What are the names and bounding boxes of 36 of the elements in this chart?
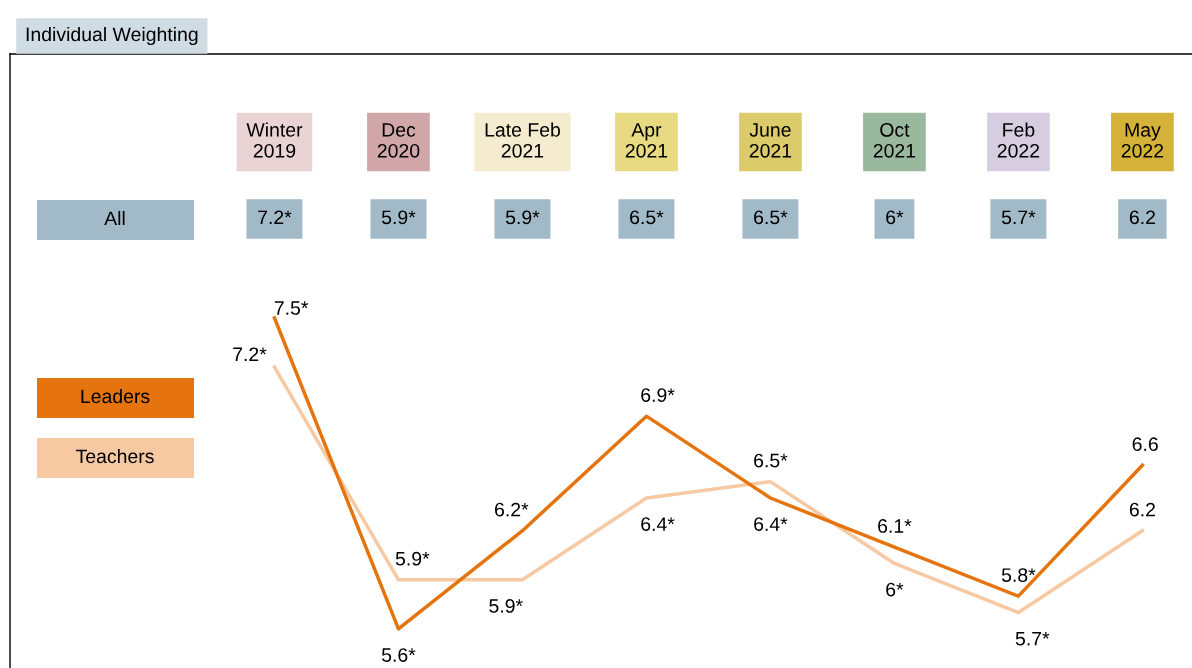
x-tick-label: May 2022 <box>1121 123 1164 158</box>
data-label: 5.9* <box>489 599 523 613</box>
data-label: 5.6* <box>381 648 416 662</box>
x-tick-label: June 2021 <box>749 123 792 158</box>
data-label: 6.2* <box>495 502 529 517</box>
data-label: 6* <box>886 582 904 597</box>
data-label: 6.5* <box>754 453 788 468</box>
data-label: 5.7* <box>1015 631 1050 646</box>
data-label: 6.9* <box>641 388 675 402</box>
text: All <box>104 210 125 226</box>
data-label: 6.2 <box>1129 502 1155 517</box>
text: 5.9* <box>381 210 416 225</box>
x-tick-label: Winter 2019 <box>246 122 303 158</box>
text: 6.5* <box>754 210 788 225</box>
x-tick-label: Oct 2021 <box>873 122 916 158</box>
data-label: 5.8* <box>1001 568 1036 582</box>
text: Leaders <box>81 388 150 404</box>
x-tick-label: Late Feb 2021 <box>485 122 561 158</box>
data-label: 6.6 <box>1132 437 1158 452</box>
data-label: 7.5* <box>274 301 309 315</box>
text: 5.7* <box>1001 210 1036 225</box>
x-tick-label: Feb 2022 <box>997 122 1040 158</box>
data-label: 6.4* <box>754 517 788 531</box>
data-label: 7.2* <box>233 347 267 361</box>
data-label: 6.4* <box>641 517 675 531</box>
text: Teachers <box>76 448 154 464</box>
text: 6.2 <box>1129 210 1155 225</box>
text: 5.9* <box>505 210 540 225</box>
chart-title: Individual Weighting <box>26 26 198 46</box>
data-label: 5.9* <box>395 551 430 566</box>
data-label: 6.1* <box>878 519 912 533</box>
text: 6.5* <box>630 210 664 225</box>
text: 6* <box>886 210 904 225</box>
x-tick-label: Dec 2020 <box>377 123 420 158</box>
text: 7.2* <box>258 210 292 225</box>
x-tick-label: Apr 2021 <box>625 123 668 158</box>
